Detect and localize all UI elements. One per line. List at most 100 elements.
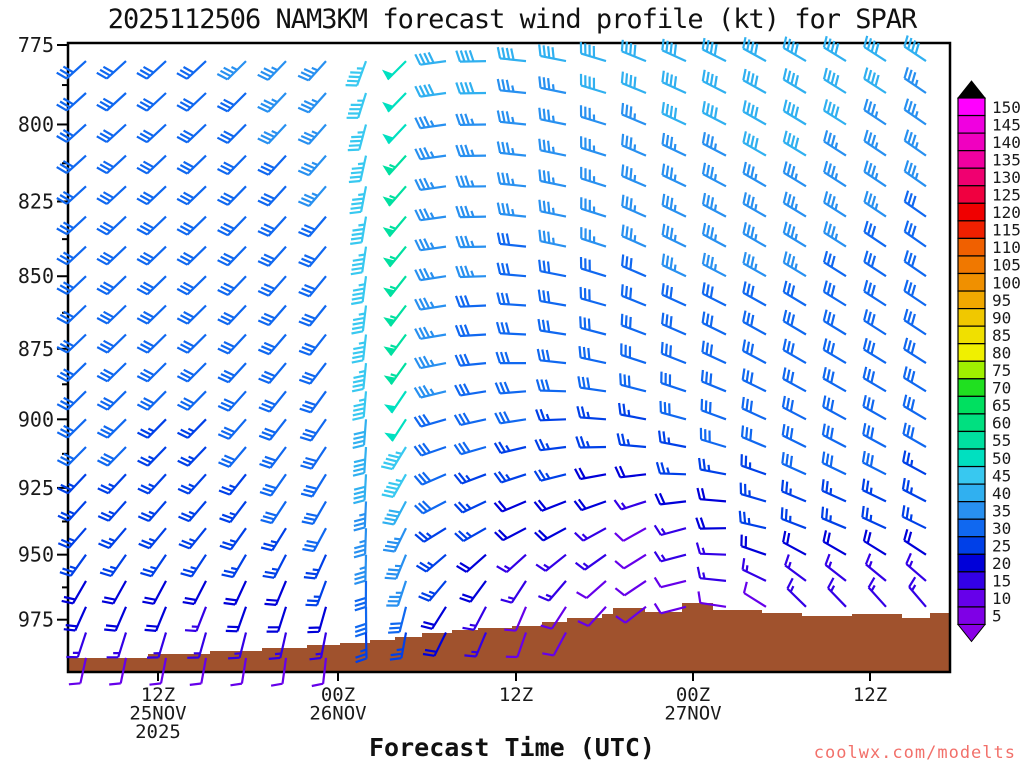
barb-staff	[56, 245, 87, 266]
wind-barb	[382, 123, 407, 145]
barb-staff	[496, 172, 527, 188]
wind-barb	[303, 554, 328, 580]
wind-barb	[504, 606, 528, 632]
barb-staff	[538, 107, 567, 126]
barb-staff	[863, 129, 887, 157]
barb-staff	[782, 338, 807, 365]
wind-barb	[822, 99, 847, 126]
colorbar-label: 40	[992, 484, 1011, 503]
barb-staff	[577, 606, 607, 627]
barb-staff	[298, 275, 327, 298]
barb-staff	[57, 473, 87, 495]
wind-barb	[661, 253, 687, 278]
wind-barb	[217, 275, 247, 296]
colorbar-cell	[957, 220, 986, 240]
wind-barb	[56, 304, 87, 325]
wind-barb	[699, 427, 727, 449]
barb-staff	[216, 123, 247, 144]
barb-staff	[780, 507, 807, 530]
barb-staff	[351, 334, 368, 364]
wind-barb	[661, 193, 687, 218]
barb-staff	[217, 275, 247, 296]
wind-barb	[382, 185, 407, 207]
wind-barb	[661, 312, 687, 336]
barb-staff	[351, 305, 368, 335]
barb-staff	[386, 580, 408, 607]
wind-barb	[620, 71, 647, 95]
wind-barb	[822, 35, 847, 63]
wind-barb	[781, 451, 807, 476]
barb-staff	[352, 391, 368, 421]
barb-staff	[257, 215, 287, 237]
wind-barb	[259, 473, 287, 497]
barb-staff	[259, 473, 287, 497]
barb-staff	[298, 362, 327, 385]
colorbar-label: 135	[992, 150, 1021, 169]
wind-barb	[534, 438, 567, 452]
wind-barb	[383, 304, 407, 327]
barb-staff	[187, 632, 208, 659]
wind-barb	[701, 69, 727, 94]
barb-staff	[653, 576, 687, 589]
wind-barb	[533, 499, 567, 512]
barb-staff	[455, 235, 487, 249]
barb-staff	[495, 321, 527, 336]
barb-staff	[574, 527, 607, 542]
barb-staff	[182, 580, 207, 606]
barb-staff	[782, 191, 807, 218]
wind-barb	[414, 326, 447, 340]
barb-staff	[257, 185, 287, 207]
barb-staff	[618, 402, 647, 421]
barb-staff	[388, 215, 407, 238]
wind-barb	[863, 67, 887, 94]
barb-staff	[822, 309, 847, 336]
barb-staff	[661, 38, 687, 63]
wind-barb	[741, 368, 767, 393]
wind-barb	[97, 446, 127, 467]
barb-staff	[228, 632, 248, 660]
barb-staff	[184, 606, 208, 633]
barb-staff	[862, 366, 887, 393]
barb-staff	[496, 110, 527, 126]
wind-barb	[383, 275, 407, 298]
wind-barb	[137, 500, 167, 523]
barb-staff	[137, 473, 167, 495]
wind-barb	[257, 92, 287, 113]
wind-barb	[453, 441, 487, 456]
barb-staff	[96, 245, 127, 266]
barb-staff	[822, 530, 847, 556]
wind-barb	[66, 632, 88, 659]
barb-staff	[216, 92, 247, 113]
wind-barb	[698, 457, 727, 476]
wind-barb	[176, 92, 207, 112]
wind-barb	[307, 606, 328, 634]
colorbar-cell	[957, 588, 986, 608]
wind-barb	[381, 473, 407, 498]
barb-staff	[351, 276, 368, 306]
barb-staff	[619, 373, 647, 393]
barb-staff	[455, 265, 487, 279]
barb-staff	[661, 312, 687, 336]
wind-barb	[862, 394, 887, 421]
wind-barb	[144, 606, 168, 632]
barb-staff	[453, 412, 487, 426]
wind-barb	[580, 227, 607, 248]
barb-staff	[56, 154, 87, 174]
wind-barb	[462, 606, 487, 631]
barb-staff	[455, 175, 487, 188]
barb-staff	[496, 292, 527, 307]
wind-barb	[696, 487, 727, 503]
barb-staff	[388, 245, 407, 268]
barb-staff	[615, 605, 647, 624]
wind-barb	[382, 215, 407, 238]
wind-barb	[495, 351, 526, 365]
barb-staff	[57, 527, 87, 549]
wind-barb	[136, 154, 167, 175]
wind-barb	[780, 479, 807, 503]
wind-barb	[536, 348, 567, 365]
barb-staff	[540, 606, 567, 630]
wind-barb	[177, 473, 207, 495]
wind-barb	[621, 254, 647, 278]
barb-staff	[621, 194, 647, 218]
barb-staff	[305, 580, 328, 607]
